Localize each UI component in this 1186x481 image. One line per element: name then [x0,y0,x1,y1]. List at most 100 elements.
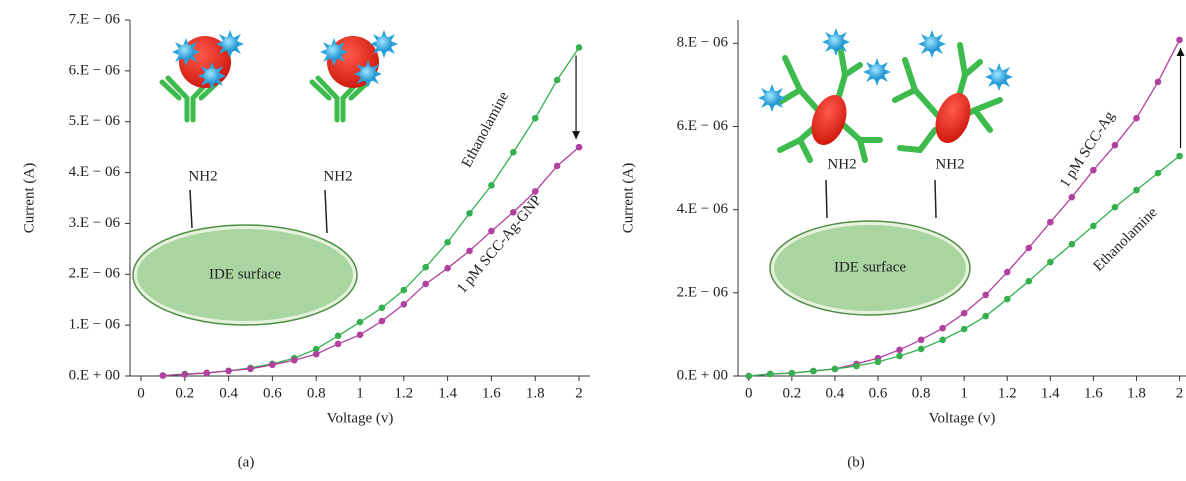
annotation: NH2 [323,168,352,184]
data-point [510,208,517,216]
y-tick-label: 6.E − 06 [69,62,121,78]
data-point [378,304,386,312]
data-point [1111,141,1119,149]
x-tick-label: 0.2 [782,385,801,401]
annotation: IDE surface [834,259,906,275]
data-point [896,346,903,354]
arrow-head [1176,47,1185,56]
x-tick-label: 0 [137,385,145,401]
data-point [466,209,473,217]
series-label: 1 pM SCC-Ag [1057,108,1118,191]
data-point [466,247,473,255]
x-tick-label: 0.8 [307,385,326,401]
annotation: IDE surface [209,266,281,282]
data-point [422,263,430,271]
data-point [1047,218,1054,226]
data-point [159,372,167,379]
x-tick-label: 0.6 [869,385,888,401]
illustration-a: NH2 NH2 IDE surface [132,30,398,326]
y-tick-label: 8.E − 06 [677,35,729,51]
data-point [312,345,320,353]
data-point [788,369,796,377]
data-point [181,371,189,378]
y-axis-label: Current (A) [620,163,636,233]
x-tick-label: 2 [1176,385,1184,401]
data-point [917,336,925,344]
data-point [203,369,210,377]
x-tick-label: 1.2 [394,385,413,401]
caption: (a) [238,454,255,470]
data-point [810,367,817,375]
x-tick-label: 0.4 [219,385,238,401]
y-tick-label: 5.E − 06 [69,113,121,129]
data-point [1154,78,1162,86]
y-tick-label: 7.E − 06 [69,11,121,27]
data-point [917,345,925,353]
x-tick-label: 0.4 [826,385,845,401]
annotation: NH2 [188,168,217,184]
data-point [444,238,451,246]
x-tick-label: 0.6 [263,385,282,401]
x-tick-label: 1.8 [526,385,545,401]
x-tick-label: 1 [960,385,968,401]
data-point [831,365,839,373]
data-point [1154,169,1162,177]
y-tick-label: 3.E − 06 [69,215,121,231]
data-point [1090,166,1097,174]
data-point [1111,203,1119,211]
data-point [356,331,364,339]
data-point [400,286,408,294]
y-tick-label: 4.E − 06 [69,164,121,180]
data-point [1003,295,1011,303]
data-point [553,76,561,84]
series-label: Ethanolamine [1090,204,1160,274]
series-label: Ethanolamine [459,89,512,170]
data-point [444,264,451,272]
data-point [853,362,860,370]
data-point [531,114,539,122]
data-point [290,356,298,364]
data-point [488,181,495,189]
data-point [1133,186,1140,194]
x-tick-label: 1.6 [1084,385,1103,401]
data-point [896,352,903,360]
data-point [510,148,517,156]
data-point [960,309,968,317]
data-point [378,317,386,325]
data-point [531,188,539,195]
data-point [745,372,753,380]
x-tick-label: 1 [356,385,364,401]
data-point [767,370,774,378]
x-axis-label: Voltage (v) [929,410,996,426]
x-axis-label: Voltage (v) [327,410,394,426]
series-label: 1 pM SCC-Ag-GNP [454,193,545,297]
data-point [1025,244,1033,252]
data-point [1025,277,1033,285]
data-point [1047,258,1054,266]
data-point [247,365,254,373]
y-axis-label: Current (A) [21,163,37,233]
data-point [1176,152,1183,160]
data-point [1003,268,1011,276]
x-tick-label: 1.4 [438,385,457,401]
data-point [334,340,342,348]
data-point [334,332,342,340]
y-tick-label: 2.E − 06 [677,284,729,300]
data-point [939,324,946,332]
y-tick-label: 4.E − 06 [677,201,729,217]
arrow-head [572,131,581,140]
x-tick-label: 0 [745,385,753,401]
data-point [1068,240,1076,248]
x-tick-label: 2 [575,385,583,401]
data-point [982,291,989,299]
x-tick-label: 1.8 [1127,385,1146,401]
data-point [553,162,561,170]
x-tick-label: 1.4 [1041,385,1060,401]
data-point [1133,114,1140,122]
data-point [269,361,276,369]
x-tick-label: 0.8 [912,385,931,401]
data-point [939,336,946,344]
data-point [422,280,430,288]
data-point [874,358,882,366]
